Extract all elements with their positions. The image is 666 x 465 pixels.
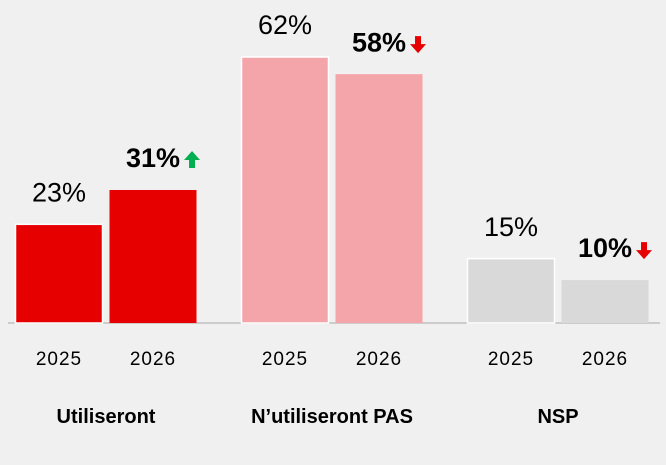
x-tick-label: 2025	[488, 349, 534, 370]
value-label: 23%	[32, 177, 86, 207]
x-tick-label: 2026	[356, 349, 402, 370]
bar	[240, 56, 330, 324]
x-tick-label: 2026	[130, 349, 176, 370]
trend-arrow	[636, 242, 653, 260]
x-tick-label: 2026	[582, 349, 628, 370]
bar	[466, 257, 556, 324]
value-label: 31%	[126, 143, 180, 173]
value-label: 62%	[258, 10, 312, 40]
trend-arrow	[184, 151, 201, 168]
value-label: 15%	[484, 212, 538, 242]
bar	[14, 223, 104, 324]
x-tick-label: 2025	[36, 349, 82, 370]
value-label: 10%	[578, 233, 632, 263]
group-label: Utiliseront	[56, 406, 156, 428]
x-tick-label: 2025	[262, 349, 308, 370]
bar	[561, 280, 649, 323]
group-label: N’utiliseront PAS	[251, 406, 413, 428]
value-label: 58%	[352, 27, 406, 57]
trend-arrow	[410, 36, 427, 54]
group-label: NSP	[537, 406, 579, 428]
bar	[109, 190, 197, 323]
bar	[335, 74, 423, 324]
